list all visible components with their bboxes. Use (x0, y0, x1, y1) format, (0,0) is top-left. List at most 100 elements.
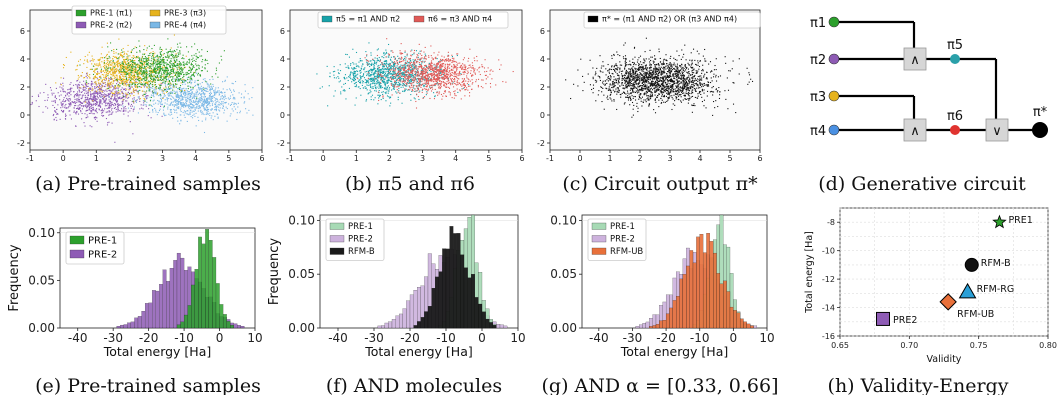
scatter-point (111, 98, 112, 99)
scatter-point (197, 56, 198, 57)
scatter-point (95, 117, 96, 118)
scatter-point (160, 67, 161, 68)
scatter-point (335, 90, 336, 91)
scatter-point (155, 110, 156, 111)
scatter-point (233, 83, 234, 84)
scatter-point (151, 75, 152, 76)
scatter-point (91, 81, 92, 82)
scatter-point (174, 75, 175, 76)
scatter-point (174, 68, 175, 69)
scatter-point (368, 81, 369, 82)
scatter-point (398, 88, 399, 89)
scatter-point (181, 73, 182, 74)
scatter-point (166, 79, 167, 80)
scatter-point (185, 92, 186, 93)
scatter-point (355, 79, 356, 80)
scatter-point (148, 60, 149, 61)
scatter-point (345, 63, 346, 64)
scatter-point (163, 82, 164, 83)
scatter-point (162, 93, 163, 94)
scatter-point (197, 117, 198, 118)
scatter-point (124, 54, 125, 55)
scatter-point (191, 69, 192, 70)
y-tick-label: -2 (277, 139, 285, 148)
scatter-point (377, 60, 378, 61)
scatter-point (413, 87, 414, 88)
scatter-point (155, 82, 156, 83)
scatter-point (116, 49, 117, 50)
scatter-point (209, 85, 210, 86)
scatter-point (441, 64, 442, 65)
scatter-point (374, 83, 375, 84)
scatter-point (163, 114, 164, 115)
scatter-point (76, 100, 77, 101)
scatter-point (374, 63, 375, 64)
scatter-point (132, 60, 133, 61)
scatter-point (91, 108, 92, 109)
scatter-point (373, 79, 374, 80)
scatter-point (355, 75, 356, 76)
scatter-point (207, 63, 208, 64)
scatter-point (134, 106, 135, 107)
scatter-point (135, 85, 136, 86)
scatter-point (451, 62, 452, 63)
scatter-point (133, 111, 134, 112)
scatter-point (186, 101, 187, 102)
scatter-point (170, 69, 171, 70)
scatter-point (203, 96, 204, 97)
scatter-point (203, 89, 204, 90)
scatter-point (190, 68, 191, 69)
scatter-point (150, 80, 151, 81)
scatter-point (183, 64, 184, 65)
scatter-point (131, 82, 132, 83)
scatter-point (113, 56, 114, 57)
scatter-point (384, 68, 385, 69)
scatter-point (78, 101, 79, 102)
scatter-point (157, 100, 158, 101)
scatter-point (200, 99, 201, 100)
scatter-point (80, 101, 81, 102)
scatter-point (103, 95, 104, 96)
scatter-point (179, 69, 180, 70)
scatter-point (69, 92, 70, 93)
scatter-point (162, 90, 163, 91)
scatter-point (454, 93, 455, 94)
scatter-point (192, 107, 193, 108)
scatter-point (126, 89, 127, 90)
scatter-point (86, 82, 87, 83)
scatter-point (394, 76, 395, 77)
scatter-point (113, 99, 114, 100)
scatter-point (322, 86, 323, 87)
scatter-point (101, 57, 102, 58)
scatter-point (349, 75, 350, 76)
scatter-point (165, 67, 166, 68)
scatter-point (377, 58, 378, 59)
scatter-point (103, 110, 104, 111)
scatter-point (153, 100, 154, 101)
scatter-point (476, 56, 477, 57)
scatter-point (151, 48, 152, 49)
scatter-point (126, 81, 127, 82)
scatter-point (95, 81, 96, 82)
scatter-point (109, 57, 110, 58)
scatter-point (99, 109, 100, 110)
scatter-point (398, 99, 399, 100)
scatter-point (178, 65, 179, 66)
scatter-point (164, 65, 165, 66)
scatter-point (181, 92, 182, 93)
scatter-point (110, 60, 111, 61)
scatter-point (153, 70, 154, 71)
scatter-point (169, 95, 170, 96)
scatter-point (115, 65, 116, 66)
scatter-point (98, 60, 99, 61)
scatter-point (95, 69, 96, 70)
scatter-point (382, 65, 383, 66)
scatter-point (182, 98, 183, 99)
scatter-point (81, 98, 82, 99)
scatter-point (99, 106, 100, 107)
scatter-point (100, 90, 101, 91)
scatter-point (114, 66, 115, 67)
scatter-point (114, 142, 115, 143)
scatter-point (202, 70, 203, 71)
scatter-point (95, 75, 96, 76)
